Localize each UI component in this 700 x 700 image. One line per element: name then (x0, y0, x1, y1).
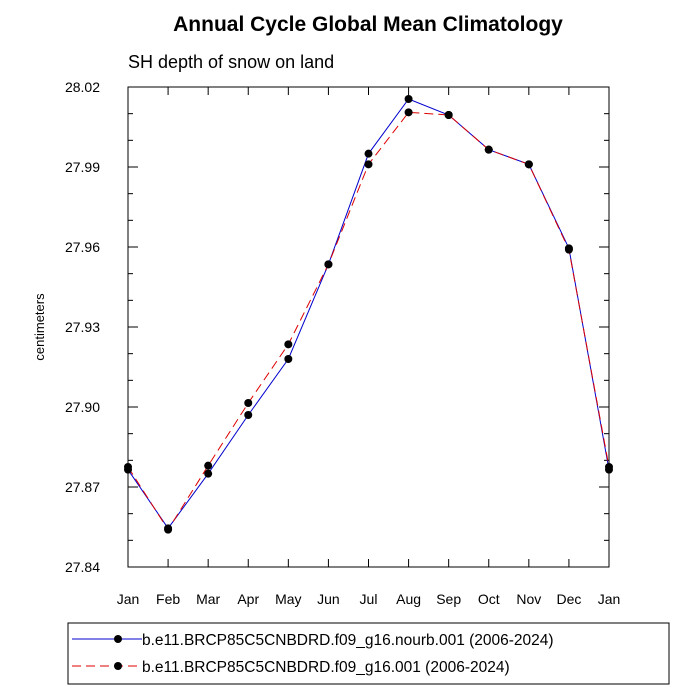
x-tick-label: Feb (156, 591, 180, 607)
series-2-point (284, 340, 293, 349)
series-2-point (204, 461, 213, 470)
x-tick-label: Oct (478, 591, 500, 607)
legend-items: b.e11.BRCP85C5CNBDRD.f09_g16.nourb.001 (… (72, 632, 554, 676)
series-2-point (444, 111, 453, 119)
y-tick-label: 27.90 (65, 399, 100, 415)
y-tick-label: 27.99 (65, 159, 100, 175)
series-2-point (364, 160, 373, 169)
x-tick-label: Jan (117, 591, 140, 607)
x-tick-label: Dec (556, 591, 581, 607)
series-2-point (484, 145, 493, 154)
legend-marker-2 (114, 662, 122, 670)
x-tick-label: Aug (396, 591, 421, 607)
axis-ticks (127, 86, 610, 568)
y-tick-label: 27.93 (65, 319, 100, 335)
series-2-point (524, 160, 533, 169)
series-line-2 (127, 111, 610, 531)
series-1-point (204, 469, 213, 478)
chart-subtitle: SH depth of snow on land (128, 52, 334, 72)
plot-frame (127, 86, 610, 568)
series-2-point (164, 525, 173, 534)
x-tick-label: Jul (360, 591, 378, 607)
legend-box (67, 622, 670, 685)
legend: b.e11.BRCP85C5CNBDRD.f09_g16.nourb.001 (… (67, 622, 670, 685)
chart-title: Annual Cycle Global Mean Climatology (173, 13, 563, 36)
series-1-point (404, 95, 413, 103)
legend-label-1: b.e11.BRCP85C5CNBDRD.f09_g16.nourb.001 (… (142, 632, 554, 649)
series-2-point (244, 399, 253, 407)
x-tick-label: Sep (436, 591, 461, 607)
x-tick-label: Nov (516, 591, 541, 607)
y-tick-labels: 27.84 27.87 27.90 27.93 27.96 27.99 28.02 (65, 79, 100, 575)
series-1-point (364, 149, 373, 158)
y-axis-label: centimeters (32, 293, 47, 361)
y-tick-label: 27.87 (65, 479, 100, 495)
x-tick-label: Apr (237, 591, 259, 607)
x-tick-label: Mar (196, 591, 220, 607)
x-tick-label: Jan (598, 591, 621, 607)
x-tick-label: Jun (317, 591, 340, 607)
x-tick-label: May (275, 591, 301, 607)
series-2-point (324, 260, 333, 269)
legend-label-2: b.e11.BRCP85C5CNBDRD.f09_g16.001 (2006-2… (142, 659, 510, 676)
x-tick-labels: Jan Feb Mar Apr May Jun Jul Aug Sep Oct Nov Dec Jan (117, 591, 621, 607)
y-tick-label: 27.96 (65, 239, 100, 255)
series-layer (124, 95, 613, 534)
series-2-point (605, 463, 613, 471)
series-1-point (244, 411, 253, 419)
y-tick-label: 28.02 (65, 79, 100, 95)
y-tick-label: 27.84 (65, 559, 100, 575)
series-2-point (404, 108, 413, 117)
series-2-point (564, 245, 573, 254)
legend-marker-1 (114, 635, 122, 643)
series-1-point (284, 355, 293, 363)
series-2-point (124, 463, 132, 471)
